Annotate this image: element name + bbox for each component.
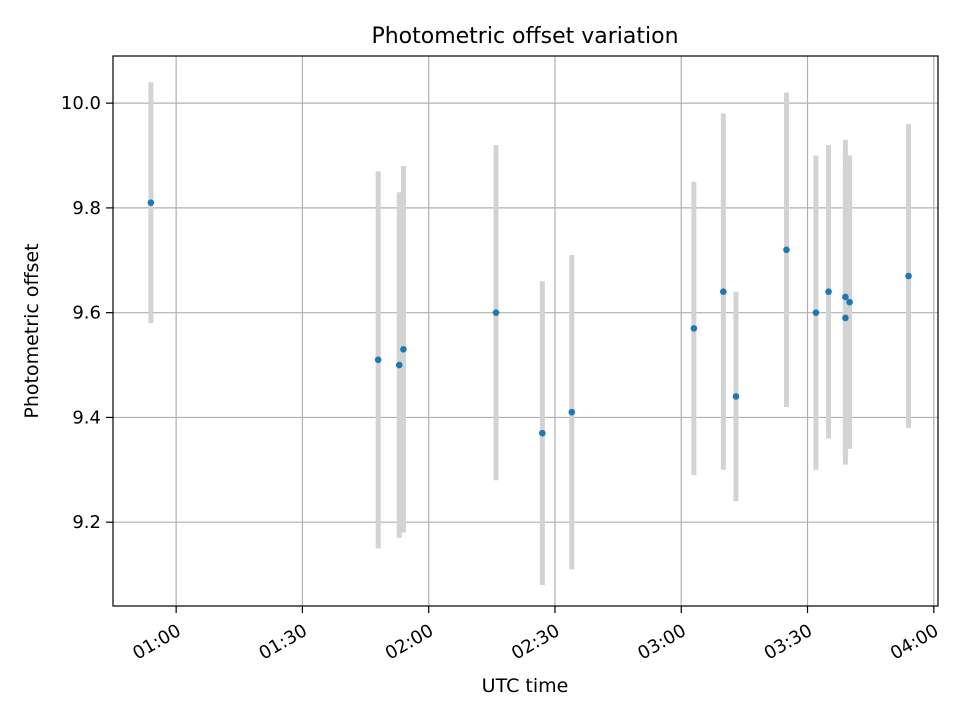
data-point [374,356,382,364]
y-tick-label: 9.2 [72,512,101,533]
data-point [568,408,576,416]
data-point [842,293,849,301]
data-point [846,298,853,306]
data-point [783,246,790,254]
plot-frame [112,55,939,607]
grid [113,56,938,606]
y-tick-label: 9.6 [72,303,101,324]
plot-area [113,56,938,606]
data-point [539,429,546,437]
y-tick-label: 9.8 [72,198,101,219]
data-point [825,288,832,296]
x-axis-label: UTC time [482,675,569,697]
data-point [842,314,849,322]
data-point [905,272,912,280]
data-point [690,325,698,332]
y-axis-label: Photometric offset [21,243,43,418]
data-point [732,393,740,400]
y-tick-label: 10.0 [61,93,101,114]
data-point [395,361,403,369]
y-axis-ticks: 9.2 9.4 9.6 9.8 10.0 [61,93,113,533]
y-tick-label: 9.4 [72,407,101,428]
data-point [812,309,820,316]
data-point [720,288,727,296]
data-point [147,199,155,206]
data-points [147,199,912,437]
data-point [400,346,407,353]
data-point [492,309,500,316]
chart-title: Photometric offset variation [371,24,678,49]
